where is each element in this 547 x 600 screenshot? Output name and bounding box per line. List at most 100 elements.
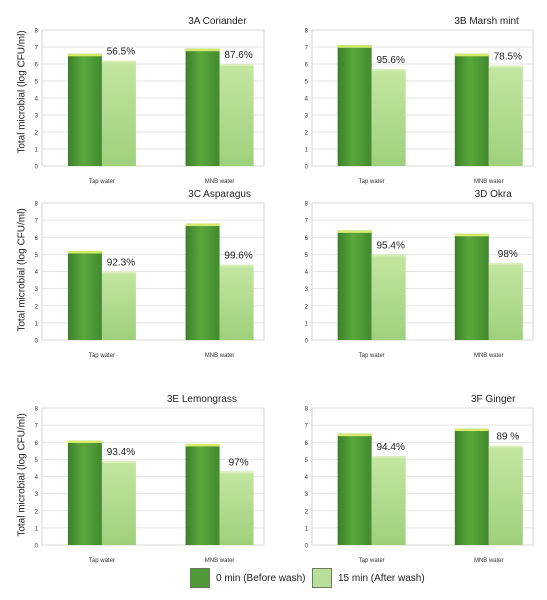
panel-3b-bar-before-1 [454,53,489,166]
panel-3c-ytick-1: 1 [35,321,39,327]
panel-3e-bar-after-1 [219,471,254,545]
panel-3e-category-label-1: MNB water [205,558,235,564]
panel-3b-bar-before-0 [337,45,372,166]
panel-3c-title: 3C Asparagus [188,189,251,200]
panel-3e-ytick-8: 8 [35,407,39,413]
panel-3c-bar-before-cap-0 [67,250,102,254]
panel-3e-bar-after-cap-1 [219,471,254,474]
legend-label-before: 0 min (Before wash) [216,572,306,584]
panel-3d-bar-before-cap-1 [454,233,489,237]
panel-3e-ytick-7: 7 [35,424,39,430]
panel-3d-reduction-label-0: 95.4% [376,240,404,251]
panel-3e-bar-before-1 [185,443,220,545]
panel-3b-ytick-6: 6 [305,63,309,69]
panel-3a-bar-after-0 [101,60,136,166]
panel-3a-ytick-3: 3 [35,114,39,120]
panel-3d-bar-before-cap-0 [337,230,372,233]
panel-3b-reduction-label-1: 78.5% [494,52,522,63]
legend-swatch-after [312,568,332,588]
panel-3d-ytick-8: 8 [305,202,309,208]
panel-3f-category-label-0: Tap water [359,558,385,564]
panel-3b-ytick-4: 4 [305,97,309,103]
panel-3b-ytick-0: 0 [305,165,309,171]
panel-3f-ytick-2: 2 [305,509,309,515]
panel-3c-reduction-label-1: 99.6% [224,251,252,262]
panel-3c-ytick-3: 3 [35,287,39,293]
panel-3b-ytick-1: 1 [305,148,309,154]
legend-item-before: 0 min (Before wash) [190,568,305,588]
panel-3a-category-label-0: Tap water [89,179,115,185]
panel-3d-category-label-1: MNB water [474,353,504,359]
panel-3f-bar-before-0 [337,433,372,545]
panel-3d-category-label-0: Tap water [359,353,385,359]
panel-3b-bar-after-cap-1 [488,65,523,68]
panel-3e-bar-after-cap-0 [101,461,136,464]
panel-3f-title: 3F Ginger [471,394,516,405]
panel-3a-category-label-1: MNB water [205,179,235,185]
panel-3f-ytick-8: 8 [305,407,309,413]
panel-3f-bar-before-cap-0 [337,433,372,437]
legend-swatch-before [190,568,210,588]
panel-3a-ytick-6: 6 [35,63,39,69]
legend-label-after: 15 min (After wash) [338,572,425,584]
panel-3c-ytick-6: 6 [35,236,39,242]
panel-3a-ytick-4: 4 [35,97,39,103]
panel-3d-bar-before-1 [454,233,489,340]
panel-3a-ytick-7: 7 [35,46,39,52]
panel-3a-bar-before-0 [67,53,102,166]
panel-3b-bar-after-1 [488,65,523,166]
panel-3e-ytick-5: 5 [35,458,39,464]
panel-3b-title: 3B Marsh mint [454,16,519,27]
panel-3c-ytick-0: 0 [35,339,39,345]
panel-3b-category-label-1: MNB water [474,179,504,185]
panel-3f-bar-after-cap-1 [488,445,523,448]
panel-3d-ytick-2: 2 [305,304,309,310]
panel-3c-ytick-7: 7 [35,219,39,225]
panel-3f-bar-after-0 [371,455,406,545]
panel-3a-bar-before-cap-0 [67,53,102,57]
panel-3d-bar-after-cap-0 [371,254,406,257]
panel-3c-ytick-4: 4 [35,270,39,276]
panel-3b-bar-before-cap-1 [454,53,489,57]
panel-3b-ytick-2: 2 [305,131,309,137]
panel-3b-reduction-label-0: 95.6% [376,55,404,66]
panel-3e-bar-after-0 [101,461,136,545]
panel-3f-reduction-label-1: 89 % [496,432,519,443]
panel-3b-bar-after-cap-0 [371,69,406,72]
panel-3c-category-label-0: Tap water [89,353,115,359]
panel-3a-ytick-2: 2 [35,131,39,137]
panel-3d-title: 3D Okra [475,189,513,200]
panel-3c-bar-before-cap-1 [185,223,220,227]
panel-3a-ytick-1: 1 [35,148,39,154]
panel-3f-ytick-5: 5 [305,458,309,464]
panel-3c-bar-after-0 [101,271,136,340]
panel-3a-bar-after-1 [219,64,254,166]
panel-3d-ytick-3: 3 [305,287,309,293]
panel-3c-bar-before-0 [67,250,102,340]
panel-3f-bar-before-1 [454,428,489,545]
panel-3f-ytick-3: 3 [305,492,309,498]
panel-3e-ytick-3: 3 [35,492,39,498]
panel-3c-category-label-1: MNB water [205,353,235,359]
panel-3d-ytick-7: 7 [305,219,309,225]
panel-3c-bar-after-1 [219,264,254,340]
panel-3d-ytick-0: 0 [305,339,309,345]
panel-3f-bar-after-cap-0 [371,455,406,458]
panel-3b-category-label-0: Tap water [359,179,385,185]
panel-3f-ytick-4: 4 [305,475,309,481]
panel-3d-ytick-4: 4 [305,270,309,276]
panel-3e-category-label-0: Tap water [89,558,115,564]
panel-3a-reduction-label-0: 56.5% [107,47,135,58]
panel-3e-reduction-label-0: 93.4% [107,447,135,458]
panel-3f-category-label-1: MNB water [474,558,504,564]
panel-3d-ytick-6: 6 [305,236,309,242]
panel-3a-reduction-label-1: 87.6% [224,50,252,61]
panel-3d-bar-after-0 [371,254,406,340]
legend: 0 min (Before wash) 15 min (After wash) [0,568,547,590]
panel-3a-title: 3A Coriander [188,16,247,27]
panel-3a-ytick-8: 8 [35,29,39,35]
panel-3e-bar-before-0 [67,440,102,545]
panel-3e-reduction-label-1: 97% [229,457,249,468]
panel-3f-bar-after-1 [488,445,523,545]
panel-3a-bar-before-1 [185,48,220,167]
